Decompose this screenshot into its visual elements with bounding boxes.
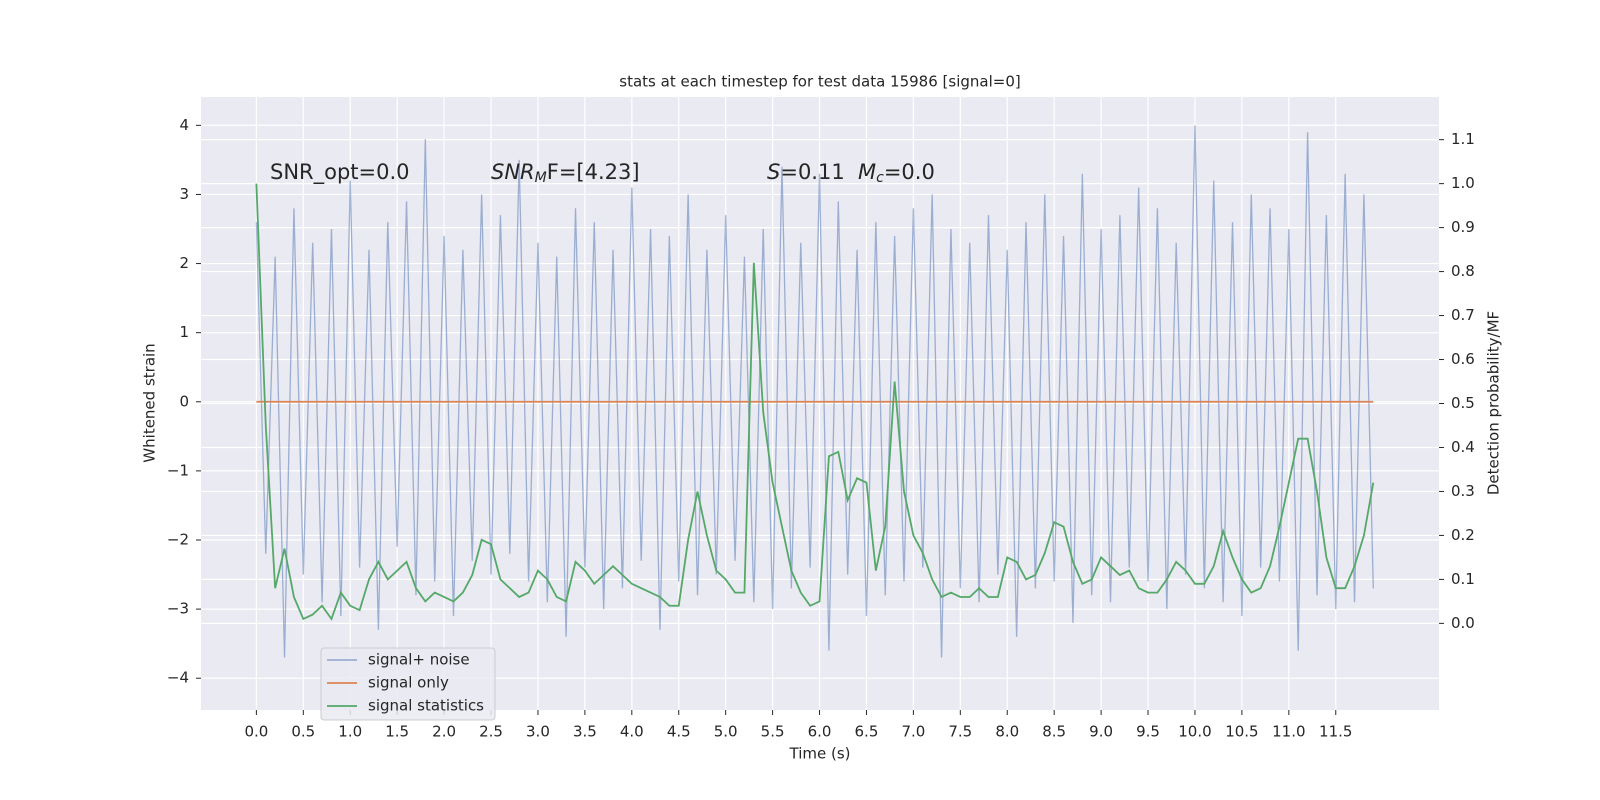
y-tick-label: 2: [179, 254, 189, 272]
y-tick-label: −1: [167, 461, 189, 479]
x-axis-label: Time (s): [789, 745, 851, 763]
annotation-part: S: [767, 160, 780, 184]
y2-axis-label: Detection probability/MF: [1485, 311, 1503, 495]
x-tick-label: 0.5: [291, 723, 315, 741]
y-tick-label: 1: [179, 323, 189, 341]
y2-tick-label: 0.1: [1451, 570, 1475, 588]
y-tick-label: −4: [167, 669, 189, 687]
x-tick-label: 6.0: [808, 723, 832, 741]
y2-tick-label: 0.7: [1451, 306, 1475, 324]
y-tick-label: 4: [179, 116, 189, 134]
y-axis-label: Whitened strain: [141, 343, 159, 462]
y2-tick-label: 0.3: [1451, 482, 1475, 500]
x-tick-label: 6.5: [855, 723, 879, 741]
y2-tick-label: 0.4: [1451, 438, 1475, 456]
y2-tick-label: 0.9: [1451, 218, 1475, 236]
annotation: SNR_opt=0.0: [270, 160, 410, 185]
x-tick-label: 5.0: [714, 723, 738, 741]
x-tick-label: 1.5: [385, 723, 409, 741]
x-tick-label: 5.5: [761, 723, 785, 741]
marks: [255, 125, 1375, 658]
y2-tick-label: 0.6: [1451, 350, 1475, 368]
legend-label: signal+ noise: [368, 651, 470, 669]
x-tick-label: 3.0: [526, 723, 550, 741]
x-tick-label: 1.0: [338, 723, 362, 741]
annotation: S=0.11: [767, 160, 845, 184]
x-tick-label: 10.5: [1225, 723, 1258, 741]
y2-tick-label: 1.0: [1451, 174, 1475, 192]
legend-label: signal statistics: [368, 697, 484, 715]
x-tick-label: 3.5: [573, 723, 597, 741]
annotation-part: c: [876, 170, 884, 186]
annotation-part: SNR_opt=0.0: [270, 160, 410, 185]
x-tick-label: 2.5: [479, 723, 503, 741]
x-tick-label: 8.0: [995, 723, 1019, 741]
annotation-part: SNR: [491, 160, 535, 184]
x-tick-label: 8.5: [1042, 723, 1066, 741]
y2-tick-label: 0.0: [1451, 614, 1475, 632]
y2-tick-label: 0.8: [1451, 262, 1475, 280]
y2-tick-label: 0.5: [1451, 394, 1475, 412]
y-tick-label: −3: [167, 600, 189, 618]
annotation-part: =0.11: [780, 160, 844, 184]
annotation-part: M: [858, 160, 876, 184]
annotation: SNRMF=[4.23]: [491, 160, 640, 186]
x-tick-label: 9.5: [1136, 723, 1160, 741]
y-tick-label: 3: [179, 185, 189, 203]
x-tick-label: 11.0: [1272, 723, 1305, 741]
x-tick-label: 2.0: [432, 723, 456, 741]
x-tick-label: 4.0: [620, 723, 644, 741]
x-tick-label: 7.5: [948, 723, 972, 741]
x-tick-label: 11.5: [1319, 723, 1352, 741]
x-tick-label: 4.5: [667, 723, 691, 741]
legend-box: [320, 647, 496, 721]
x-tick-label: 0.0: [244, 723, 268, 741]
series-line: [255, 125, 1374, 658]
x-tick-label: 9.0: [1089, 723, 1113, 741]
chart-title: stats at each timestep for test data 159…: [619, 73, 1020, 91]
y2-tick-label: 0.2: [1451, 526, 1475, 544]
annotation: Mc=0.0: [858, 160, 935, 186]
annotation-part: M: [535, 170, 547, 186]
y2-tick-label: 1.1: [1451, 130, 1475, 148]
x-tick-label: 7.0: [901, 723, 925, 741]
annotation-part: =0.0: [884, 160, 935, 184]
y-tick-label: 0: [179, 392, 189, 410]
x-tick-label: 10.0: [1178, 723, 1211, 741]
y-tick-label: −2: [167, 530, 189, 548]
series-line: [255, 183, 1375, 621]
annotation-part: F=[4.23]: [547, 160, 640, 184]
legend-label: signal only: [368, 674, 449, 692]
